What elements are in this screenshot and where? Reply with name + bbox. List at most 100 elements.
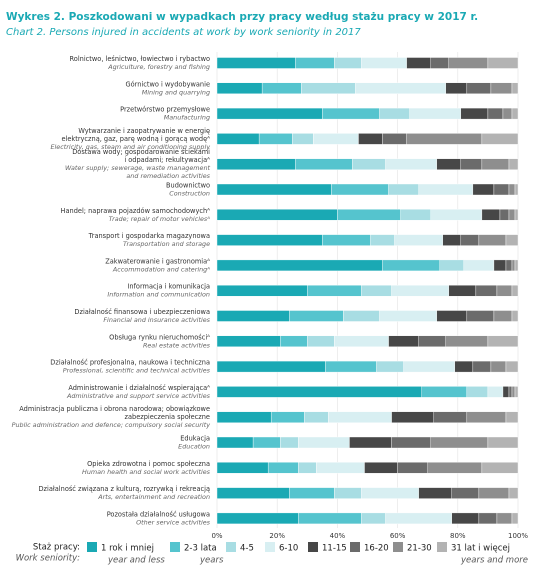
bar-segment	[466, 82, 492, 95]
bar-segment	[394, 234, 443, 246]
category-label-en: Professional, scientific and technical a…	[63, 367, 211, 375]
bar-segment	[418, 487, 452, 499]
category-label: Edukacja	[180, 435, 210, 443]
category-label-en: Agriculture, forestry and fishing	[107, 63, 210, 71]
category-label-en: Human health and social work activities	[82, 468, 211, 476]
category-label-en: Arts, entertainment and recreation	[97, 493, 210, 501]
bar-segment	[216, 183, 332, 196]
bar-segment	[379, 107, 410, 120]
x-tick-label: 60%	[390, 532, 406, 540]
category-label: Działalność profesjonalna, naukowa i tec…	[50, 359, 210, 367]
category-label: Dostawa wody; gospodarowanie ściekami	[72, 148, 210, 156]
bar-segment	[508, 386, 513, 398]
bar-segment	[511, 512, 519, 525]
bar-segment	[472, 360, 492, 373]
category-label: Administrowanie i działalność wspierając…	[68, 384, 210, 392]
bar-segment	[466, 310, 495, 322]
bar-segment	[216, 158, 296, 170]
bar-segment	[391, 411, 434, 423]
bar-segment	[216, 512, 299, 525]
bar-segment	[481, 462, 519, 474]
bar-segment	[382, 259, 440, 272]
category-label-en: Real estate activities	[143, 341, 211, 349]
bar-segment	[379, 310, 437, 322]
bar-segment	[334, 335, 389, 347]
bar-segment	[406, 57, 431, 69]
bar-segment	[499, 209, 510, 221]
bar-segment	[391, 436, 431, 449]
chart-title: Wykres 2. Poszkodowani w wypadkach przy …	[6, 11, 478, 23]
x-tick-label: 100%	[508, 532, 528, 540]
bar-segment	[388, 183, 419, 196]
bar-segment	[481, 133, 519, 145]
x-tick-label: 0%	[211, 532, 222, 540]
category-label: Opieka zdrowotna i pomoc społeczna	[87, 460, 210, 468]
legend-label: 31 lat i więcej	[451, 544, 510, 554]
bar-segment	[427, 462, 483, 474]
bar-segment	[475, 285, 498, 297]
bar-segment	[295, 57, 335, 69]
bar-segment	[289, 310, 344, 322]
category-label-en: Information and communication	[107, 291, 210, 299]
bar-segment	[448, 57, 489, 69]
bar-segment	[267, 462, 299, 474]
bar-segment	[270, 411, 305, 423]
bar-segment	[334, 487, 362, 499]
bar-segment	[261, 82, 302, 95]
category-label: Pozostała działalność usługowa	[107, 510, 210, 518]
category-label-en: Manufacturing	[164, 114, 210, 122]
bar-segment	[436, 158, 462, 170]
bar-segment	[216, 234, 323, 246]
bar-segment	[505, 259, 513, 272]
bar-segment	[481, 158, 510, 170]
bar-segment	[397, 462, 428, 474]
bar-segment	[460, 234, 480, 246]
bar-segment	[478, 487, 510, 499]
bar-segment	[451, 487, 480, 499]
category-label-en: Electricity, gas, steam and air conditio…	[50, 143, 210, 151]
bar-segment	[511, 259, 516, 272]
bar-segment	[430, 209, 483, 221]
bar-segment	[487, 107, 504, 120]
bar-segment	[511, 310, 519, 322]
bar-segment	[505, 411, 519, 423]
legend-swatch	[170, 542, 180, 552]
category-label: Górnictwo i wydobywanie	[125, 80, 210, 88]
x-tick-label: 40%	[330, 532, 346, 540]
bar-segment	[334, 57, 362, 69]
bar-segment	[496, 285, 513, 297]
chart-subtitle: Chart 2. Persons injured in accidents at…	[6, 27, 361, 38]
bar-segment	[216, 335, 281, 347]
x-tick-label: 80%	[450, 532, 466, 540]
bar-segment	[472, 183, 495, 196]
bar-segment	[511, 82, 519, 95]
bar-segment	[493, 183, 510, 196]
bar-segment	[487, 386, 504, 398]
bar-segment	[514, 183, 519, 196]
bar-segment	[487, 335, 519, 347]
bar-segment	[361, 512, 386, 525]
bar-segment	[418, 335, 446, 347]
bar-segment	[490, 82, 513, 95]
bar-segment	[460, 158, 483, 170]
bar-segment	[493, 310, 513, 322]
bar-segment	[298, 512, 362, 525]
legend-label: 11-15	[322, 544, 347, 554]
bar-segment	[307, 335, 335, 347]
category-label: Rolnictwo, leśnictwo, łowiectwo i rybact…	[70, 55, 210, 63]
bar-segment	[216, 259, 383, 272]
bar-segment	[328, 411, 392, 423]
bar-segment	[361, 285, 392, 297]
bar-segment	[298, 436, 350, 449]
category-label-en: Accommodation and cateringᴬ	[112, 265, 210, 273]
bar-segment	[343, 310, 380, 322]
bar-segment	[508, 158, 519, 170]
bar-segment	[216, 285, 308, 297]
bar-segment	[511, 386, 516, 398]
bar-segment	[325, 360, 377, 373]
bar-segment	[463, 259, 495, 272]
bar-segment	[400, 209, 431, 221]
bar-segment	[295, 158, 353, 170]
bar-segment	[487, 57, 519, 69]
bar-segment	[385, 158, 437, 170]
